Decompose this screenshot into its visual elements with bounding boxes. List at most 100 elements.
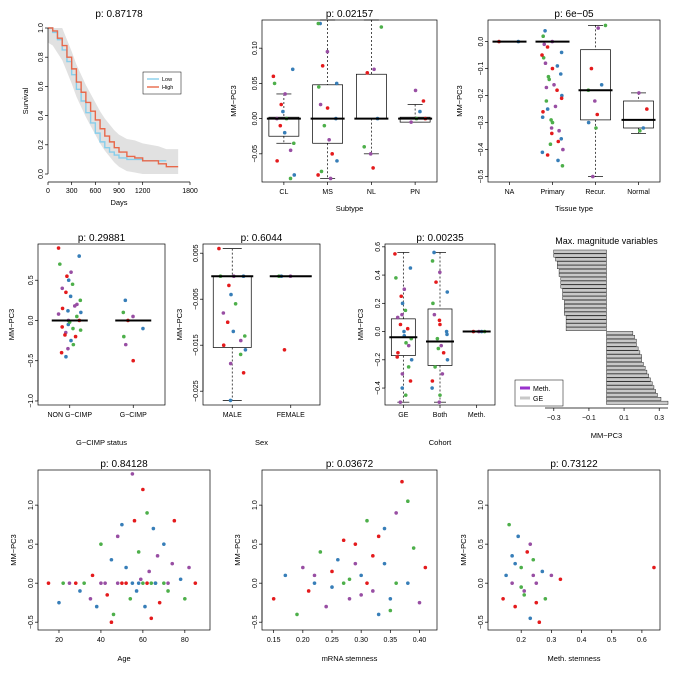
y-tick-label: −1.0 [28, 394, 35, 408]
data-point [78, 298, 83, 303]
bar [562, 288, 607, 293]
bar [558, 269, 607, 273]
data-point [586, 120, 591, 125]
data-point [124, 581, 128, 585]
survival-curve-low [48, 27, 167, 162]
x-tick-label: 60 [139, 637, 147, 644]
bar [565, 319, 607, 324]
data-point [531, 573, 536, 578]
data-point [319, 169, 324, 174]
data-point [595, 112, 600, 117]
panel-title: p: 0.73122 [550, 459, 598, 470]
data-point [436, 346, 441, 351]
data-point [438, 270, 442, 275]
data-point [66, 309, 70, 313]
x-axis-label: MM−PC3 [591, 431, 622, 440]
bar [606, 342, 637, 347]
data-point [145, 511, 149, 515]
data-point [335, 159, 339, 163]
data-point [421, 99, 426, 103]
bar [557, 265, 607, 269]
data-point [60, 325, 64, 329]
data-point [556, 139, 561, 144]
data-point [67, 581, 72, 585]
data-point [372, 67, 376, 72]
data-point [404, 341, 408, 345]
data-point [131, 314, 135, 319]
data-point [123, 298, 128, 303]
x-tick-label: 0.35 [384, 637, 398, 644]
data-point [408, 379, 413, 383]
data-point [559, 96, 564, 101]
data-point [406, 365, 411, 369]
data-point [328, 176, 333, 181]
data-point [121, 310, 126, 315]
data-point [398, 400, 403, 404]
panel-title: p: 0.87178 [95, 9, 143, 20]
data-point [388, 596, 393, 601]
panel-age: −0.5 0.0 0.5 1.0 20 40 60 80 p: 0.84128 Age MM−PC3 [9, 459, 211, 663]
data-point [395, 315, 400, 320]
data-point [555, 64, 560, 68]
data-point [228, 398, 233, 403]
data-point [379, 25, 384, 29]
data-point [56, 246, 61, 250]
data-point [72, 304, 77, 308]
data-point [433, 365, 437, 369]
data-point [157, 600, 162, 605]
data-point [90, 573, 95, 578]
data-point [66, 346, 70, 351]
y-tick-label: 0.0 [252, 578, 259, 588]
data-point [233, 302, 238, 306]
y-tick-label: 0.0 [38, 169, 45, 179]
bar [565, 327, 607, 331]
data-point [141, 487, 145, 492]
data-point [147, 569, 151, 574]
x-tick-label: G−CIMP [120, 412, 147, 419]
data-point [283, 573, 288, 578]
x-tick-label: 0.20 [296, 637, 310, 644]
data-point [69, 338, 73, 343]
panel-cohort: −0.4 −0.2 0.0 0.2 0.4 0.6 GE Both Meth. p: 0.0023… [356, 233, 496, 447]
data-point [400, 479, 404, 484]
data-point [510, 554, 514, 558]
bar [562, 292, 607, 297]
data-point [136, 581, 141, 585]
data-point [589, 66, 594, 71]
x-tick-label: MALE [223, 412, 242, 419]
bar [606, 358, 642, 362]
bar [564, 300, 607, 304]
data-point [162, 542, 166, 546]
data-point [399, 294, 404, 299]
panel-title: p: 0.03672 [326, 459, 374, 470]
panel-gcimp: −1.0 −0.5 0.0 0.5 NON G−CIMP G−CIMP p: 0.29881… [7, 233, 166, 447]
data-point [130, 472, 135, 476]
plot-frame [261, 469, 438, 631]
data-point [638, 128, 642, 133]
panel-title: p: 0.84128 [100, 459, 148, 470]
data-point [166, 581, 170, 585]
data-point [365, 71, 370, 75]
data-point [368, 152, 373, 156]
data-point [513, 561, 517, 566]
data-point [68, 294, 73, 299]
data-point [330, 152, 334, 156]
bar [555, 257, 607, 262]
x-tick-label: GE [398, 412, 408, 419]
bar [562, 296, 607, 300]
x-tick-label: Meth. [468, 412, 486, 419]
x-tick-label: CL [279, 189, 288, 196]
y-tick-label: −0.05 [252, 145, 259, 163]
data-point [70, 282, 75, 287]
data-point [221, 343, 226, 348]
data-point [46, 581, 51, 585]
data-point [227, 283, 231, 288]
data-point [549, 118, 553, 122]
y-tick-label: 0.4 [375, 270, 382, 280]
data-point [504, 573, 508, 578]
data-point [75, 314, 79, 319]
y-tick-label: 0.00 [252, 112, 259, 126]
data-point [312, 573, 317, 578]
data-point [149, 616, 154, 621]
data-point [541, 34, 545, 38]
